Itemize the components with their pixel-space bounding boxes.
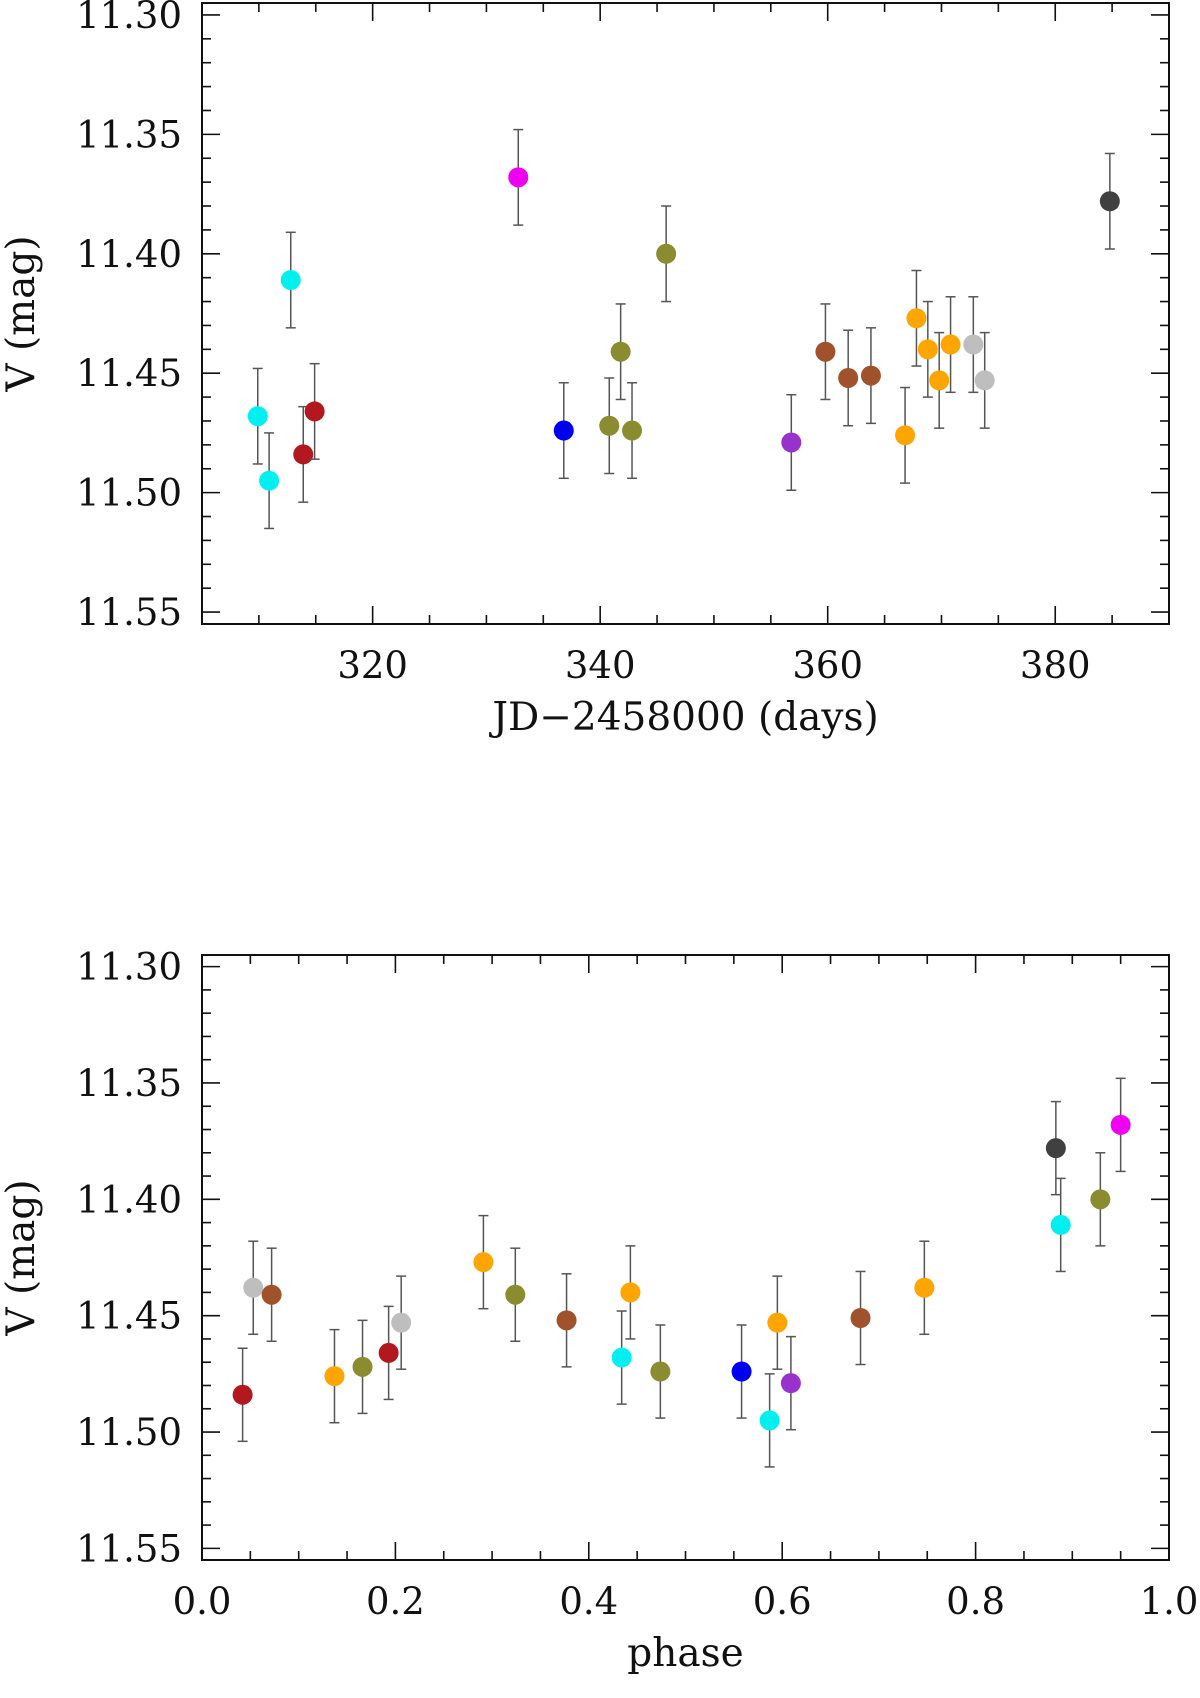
data-point — [1110, 1114, 1131, 1135]
x-tick-label: 0.0 — [173, 1580, 232, 1623]
x-tick-label: 0.2 — [366, 1580, 425, 1623]
x-tick-label: 340 — [565, 644, 636, 687]
data-point — [556, 1310, 577, 1331]
y-tick-label: 11.45 — [76, 352, 182, 395]
data-point — [622, 420, 643, 441]
data-point — [963, 334, 984, 355]
y-tick-label: 11.45 — [76, 1295, 182, 1338]
data-point — [929, 370, 950, 391]
data-point — [232, 1384, 253, 1405]
data-point — [473, 1252, 494, 1273]
data-point — [1099, 191, 1120, 212]
y-tick-label: 11.50 — [76, 1411, 182, 1454]
data-point — [860, 365, 881, 386]
data-point — [895, 425, 916, 446]
y-axis-label: V (mag) — [0, 1179, 44, 1336]
data-point — [611, 1347, 632, 1368]
data-point — [293, 444, 314, 465]
data-point — [553, 420, 574, 441]
x-tick-label: 360 — [792, 644, 863, 687]
plot-frame — [201, 954, 1170, 1561]
x-tick-label: 0.8 — [946, 1580, 1005, 1623]
data-point — [815, 341, 836, 362]
data-point — [352, 1356, 373, 1377]
x-axis-label: JD−2458000 (days) — [488, 695, 878, 740]
data-point — [650, 1361, 671, 1382]
data-point — [378, 1342, 399, 1363]
chart-panel-2: 0.0 0.2 0.4 0.6 0.8 1.0 11.30 11.35 11.40 11.45 11… — [0, 946, 1198, 1676]
y-tick-label: 11.55 — [76, 591, 182, 634]
y-tick-label: 11.40 — [76, 1178, 182, 1221]
data-point — [850, 1308, 871, 1328]
data-point — [838, 367, 859, 388]
plot-frame — [201, 2, 1170, 625]
data-point — [243, 1277, 264, 1298]
data-point — [781, 432, 802, 453]
data-point — [508, 167, 529, 188]
data-point — [280, 270, 301, 291]
y-tick-label: 11.50 — [76, 472, 182, 515]
x-axis-label: phase — [627, 1631, 743, 1676]
data-point — [1050, 1214, 1071, 1235]
data-point — [759, 1410, 780, 1431]
y-tick-label: 11.30 — [76, 946, 182, 989]
data-point — [1045, 1138, 1066, 1159]
data-point — [620, 1282, 641, 1303]
x-tick-label: 380 — [1020, 644, 1091, 687]
chart-panel-1: 320 340 360 380 11.30 11.35 11.40 11.45 11.50 11.… — [0, 0, 1170, 740]
x-tick-label: 0.4 — [559, 1580, 618, 1623]
data-point — [259, 470, 280, 491]
data-point — [261, 1284, 282, 1305]
y-tick-label: 11.55 — [76, 1527, 182, 1570]
data-point — [599, 415, 620, 436]
data-point — [391, 1312, 412, 1333]
y-tick-label: 11.40 — [76, 233, 182, 276]
y-tick-label: 11.35 — [76, 1062, 182, 1105]
data-point — [780, 1373, 801, 1394]
data-point — [917, 339, 938, 360]
data-point — [974, 370, 995, 391]
x-tick-label: 1.0 — [1140, 1580, 1199, 1623]
data-point — [1090, 1189, 1111, 1210]
data-point — [505, 1284, 526, 1305]
data-point — [656, 243, 677, 264]
y-axis-label: V (mag) — [0, 235, 44, 392]
y-tick-label: 11.35 — [76, 113, 182, 156]
x-tick-label: 0.6 — [753, 1580, 812, 1623]
data-point — [304, 401, 325, 422]
data-point — [324, 1366, 345, 1387]
data-point — [731, 1361, 752, 1382]
data-point — [940, 334, 961, 355]
data-point — [767, 1312, 788, 1333]
data-point — [914, 1277, 935, 1298]
x-tick-label: 320 — [337, 644, 408, 687]
data-point — [610, 341, 631, 362]
y-tick-label: 11.30 — [76, 0, 182, 37]
data-point — [247, 406, 268, 427]
data-point — [906, 308, 927, 329]
